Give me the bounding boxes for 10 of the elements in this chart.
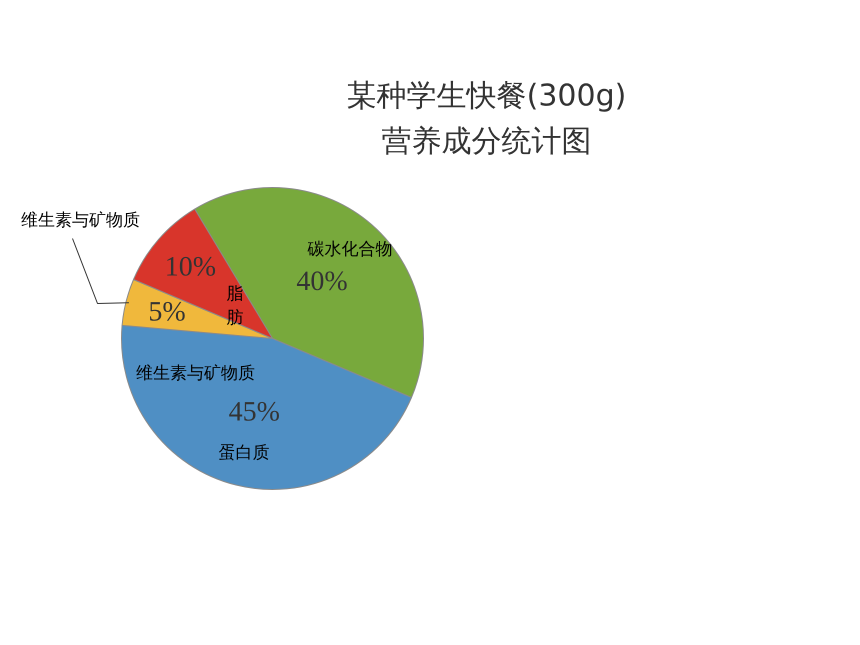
slice-label: 碳水化合物 [306,240,392,260]
data-label: 40% [296,266,348,298]
slice-label: 脂肪 [226,284,244,328]
text: 维生素与矿物质 [136,364,255,384]
data-label: 45% [228,396,280,428]
slice-label: 蛋白质 [218,442,270,463]
data-label: 5% [148,296,186,328]
slice-label: 维生素与矿物质 [21,210,140,230]
text: 某种学生快餐(300g) 营养成分统计图 [346,78,626,159]
data-label: 10% [164,252,216,283]
